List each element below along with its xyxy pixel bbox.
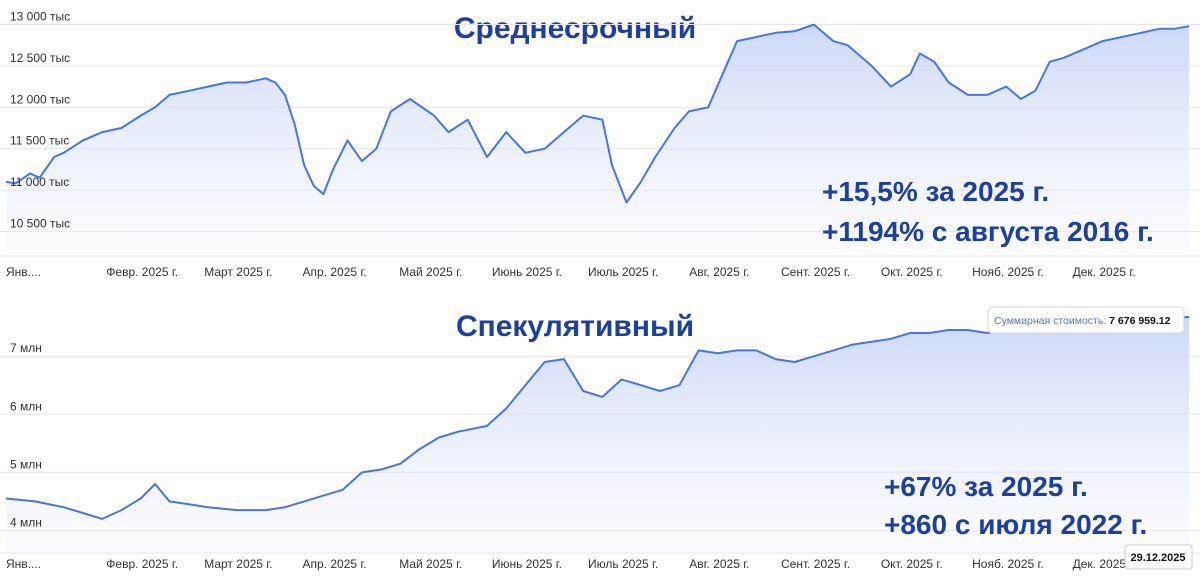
- x-tick-label: Апр. 2025 г.: [303, 557, 367, 571]
- y-tick-label: 10 500 тыс: [10, 216, 70, 230]
- y-tick-label: 13 000 тыс: [10, 10, 70, 24]
- x-tick-label: Июнь 2025 г.: [492, 557, 562, 571]
- y-tick-label: 6 млн: [10, 399, 42, 413]
- annotation-total-return: +1194% с августа 2016 г.: [822, 216, 1154, 247]
- annotation-year-return: +67% за 2025 г.: [884, 471, 1088, 502]
- tooltip-value: 7 676 959.12: [1109, 315, 1170, 327]
- medium-term-chart: Среднесрочный 10 500 тыс 11 000 тыс 11 500…: [0, 10, 1200, 279]
- x-tick-label: Окт. 2025 г.: [881, 265, 943, 279]
- annotation-year-return: +15,5% за 2025 г.: [822, 176, 1049, 207]
- x-tick-label: Сент. 2025 г.: [781, 265, 850, 279]
- y-tick-label: 4 млн: [10, 515, 42, 529]
- x-tick-label: Авг. 2025 г.: [689, 265, 749, 279]
- x-tick-label: Янв....: [6, 265, 41, 279]
- x-tick-label: Нояб. 2025 г.: [972, 265, 1044, 279]
- y-tick-label: 5 млн: [10, 457, 42, 471]
- series-line: [5, 23, 1190, 204]
- x-tick-label: Июнь 2025 г.: [492, 265, 562, 279]
- date-label-box: [1124, 544, 1193, 570]
- x-tick-label: Май 2025 г.: [399, 557, 462, 571]
- x-tick-label: Янв....: [6, 557, 41, 571]
- x-tick-label: Окт. 2025 г.: [881, 557, 943, 571]
- x-tick-label: Февр. 2025 г.: [106, 557, 178, 571]
- x-tick-label: Дек. 2025 г.: [1073, 265, 1136, 279]
- x-tick-label: Июль 2025 г.: [588, 557, 658, 571]
- x-tick-label: Сент. 2025 г.: [781, 557, 850, 571]
- x-tick-label: Март 2025 г.: [204, 265, 272, 279]
- date-label-text: 29.12.2025: [1130, 552, 1185, 564]
- annotation-total-return: +860 с июля 2022 г.: [884, 509, 1147, 540]
- y-tick-label: 12 000 тыс: [10, 92, 70, 106]
- x-tick-label: Дек. 2025 г.: [1073, 557, 1136, 571]
- y-tick-label: 11 500 тыс: [10, 134, 69, 148]
- x-tick-label: Март 2025 г.: [204, 557, 272, 571]
- chart-title: Среднесрочный: [454, 12, 696, 45]
- y-tick-label: 11 000 тыс: [10, 175, 69, 189]
- x-tick-label: Авг. 2025 г.: [689, 557, 749, 571]
- x-tick-label: Июль 2025 г.: [588, 265, 658, 279]
- chart-title: Спекулятивный: [456, 310, 694, 343]
- tooltip-box: [987, 306, 1185, 334]
- series-area: [6, 316, 1190, 553]
- y-tick-label: 12 500 тыс: [10, 51, 70, 65]
- x-tick-label: Февр. 2025 г.: [106, 265, 178, 279]
- speculative-chart: Спекулятивный 4 млн 5 млн 6 млн 7 млн Янв..…: [0, 306, 1200, 571]
- tooltip: Суммарная стоимость: 7 676 959.12: [987, 306, 1185, 334]
- series-area: [6, 24, 1190, 256]
- x-tick-label: Нояб. 2025 г.: [972, 557, 1044, 571]
- x-tick-label: Май 2025 г.: [399, 265, 462, 279]
- date-label: 29.12.2025: [1124, 544, 1193, 570]
- y-tick-label: 7 млн: [10, 341, 42, 355]
- tooltip-label: Суммарная стоимость: [994, 315, 1104, 327]
- svg-text:Суммарная стоимость: 7 676 959: Суммарная стоимость: 7 676 959.12: [994, 315, 1171, 327]
- x-tick-label: Апр. 2025 г.: [303, 265, 367, 279]
